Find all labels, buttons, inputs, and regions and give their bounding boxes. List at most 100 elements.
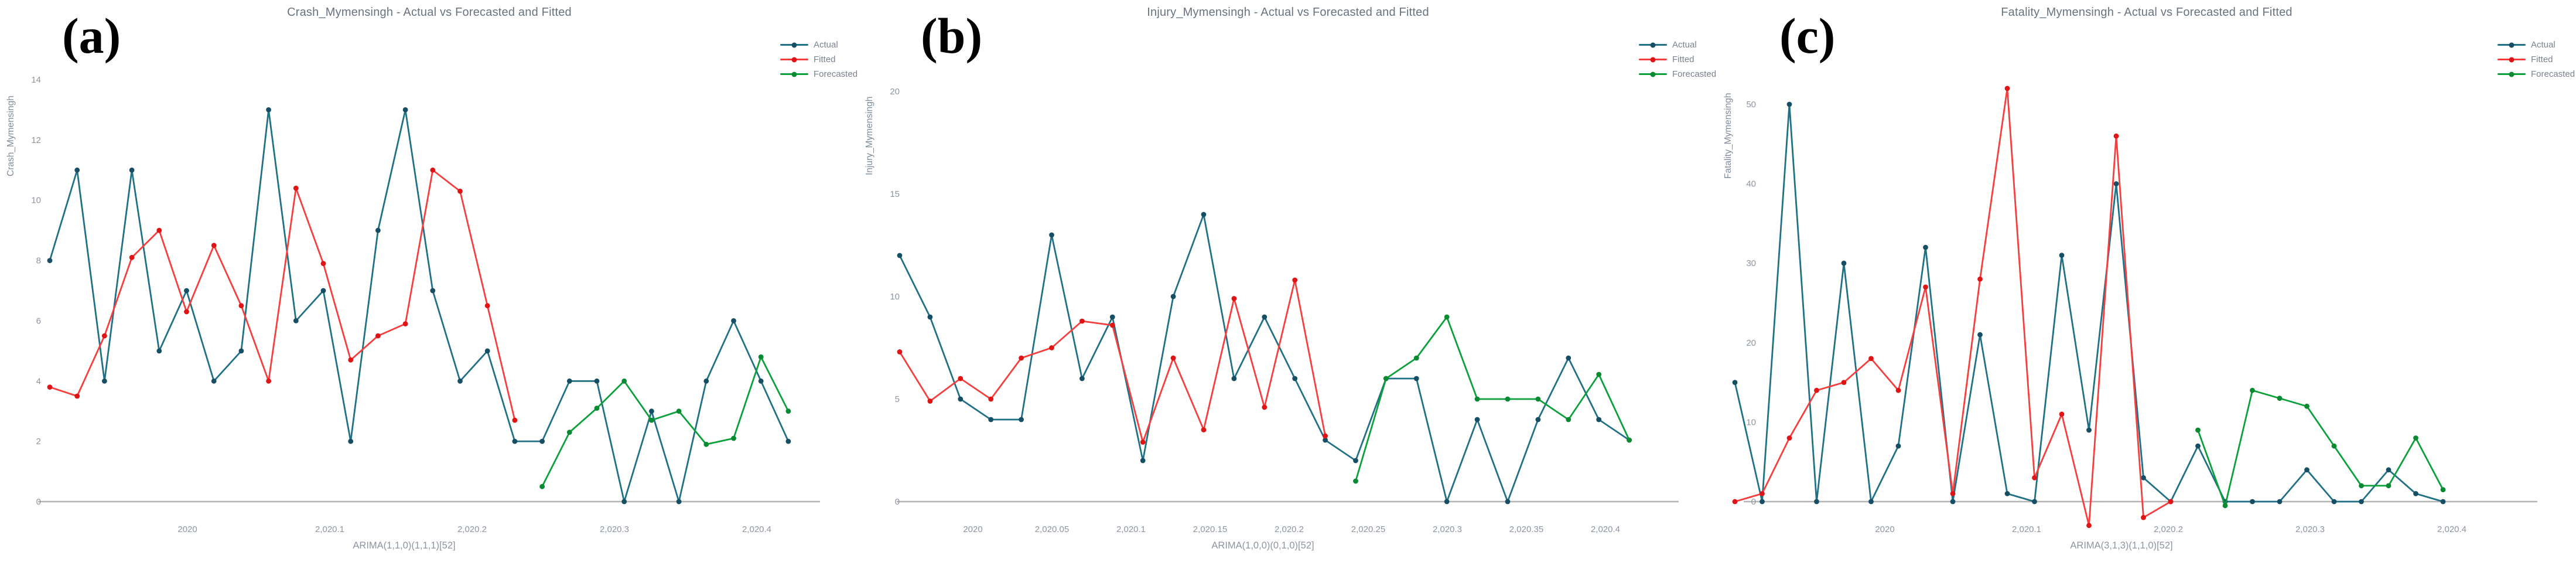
legend-item-actual: Actual (2498, 38, 2575, 52)
actual-data-point (2113, 181, 2119, 186)
fitted-series-line (898, 279, 1326, 443)
actual-data-point (2331, 499, 2337, 505)
actual-data-point (1079, 376, 1085, 381)
y-tick-label: 10 (31, 196, 41, 206)
forecasted-data-point (1474, 396, 1480, 402)
actual-data-point (731, 318, 736, 323)
actual-data-point (348, 438, 354, 444)
forecasted-data-point (2331, 443, 2337, 449)
fitted-data-point (1841, 380, 1847, 385)
fitted-line-swatch-icon (780, 57, 808, 62)
actual-data-point (1596, 417, 1602, 423)
actual-data-point (74, 167, 80, 173)
forecasted-data-point (1596, 372, 1602, 377)
fitted-data-point (320, 261, 326, 267)
forecasted-data-point (2277, 396, 2283, 401)
legend-item-fitted: Fitted (780, 52, 857, 67)
y-tick-label: 0 (895, 497, 900, 507)
actual-data-point (1109, 314, 1115, 320)
line-chart-plot: 0 2 4 6 8 10 12 14 2020 2,020.1 2,020.2 2,020.3 2,02… (31, 75, 820, 534)
actual-data-point (758, 378, 764, 384)
legend-item-forecasted: Forecasted (1639, 67, 1716, 81)
actual-data-point (484, 348, 490, 354)
actual-data-point (184, 288, 189, 294)
chart-panel-injury: Injury_Mymensingh - Actual vs Forecasted… (859, 0, 1717, 569)
actual-data-point (156, 348, 162, 354)
fitted-data-point (2004, 86, 2010, 91)
forecasted-data-point (758, 354, 764, 360)
legend-label: Actual (2531, 40, 2555, 50)
actual-data-point (293, 318, 299, 323)
legend-label: Forecasted (1672, 69, 1717, 79)
forecasted-data-point (649, 417, 654, 423)
fitted-data-point (375, 333, 381, 339)
forecasted-series-line (541, 356, 790, 488)
legend-item-actual: Actual (1639, 38, 1716, 52)
fitted-data-point (402, 321, 408, 326)
line-chart-plot: 0 10 20 30 40 50 2020 2,020.1 2,020.2 2,020.3 2,02… (1732, 86, 2537, 534)
actual-data-point (1535, 417, 1541, 423)
actual-data-point (2386, 467, 2391, 473)
forecasted-data-point (1353, 478, 1358, 484)
forecasted-data-point (1627, 437, 1632, 443)
x-tick-label: 2,020.4 (2437, 524, 2466, 534)
y-tick-label: 0 (1751, 497, 1756, 507)
actual-data-point (211, 378, 217, 384)
y-tick-label: 5 (895, 394, 900, 404)
fitted-data-point (927, 398, 933, 404)
y-tick-label: 4 (36, 376, 41, 386)
actual-data-point (988, 417, 994, 423)
forecasted-data-point (676, 408, 682, 414)
actual-data-point (621, 499, 627, 505)
actual-data-point (2086, 427, 2092, 433)
legend-label: Actual (1672, 40, 1697, 50)
legend-label: Actual (814, 40, 838, 50)
fitted-data-point (1292, 277, 1298, 283)
forecasted-line-swatch-icon (1639, 71, 1667, 77)
actual-data-point (1566, 355, 1571, 361)
fitted-data-point (238, 303, 244, 309)
forecasted-data-point (2440, 487, 2446, 493)
forecasted-data-point (1505, 396, 1511, 402)
legend-label: Forecasted (2531, 69, 2575, 79)
fitted-data-point (266, 378, 271, 384)
actual-data-point (2195, 443, 2201, 449)
y-tick-label: 50 (1746, 100, 1756, 110)
actual-data-point (1977, 332, 1983, 338)
fitted-data-point (958, 376, 964, 381)
actual-data-point (1923, 244, 1928, 250)
chart-panel-crash: Crash_Mymensingh - Actual vs Forecasted … (0, 0, 859, 569)
actual-data-point (1868, 499, 1874, 505)
actual-data-point (1019, 417, 1024, 423)
y-tick-label: 10 (1746, 417, 1756, 427)
forecasted-data-point (2195, 427, 2201, 433)
actual-data-point (539, 438, 545, 444)
chart-legend: Actual Fitted Forecasted (2498, 38, 2575, 81)
fitted-data-point (1079, 318, 1085, 324)
y-tick-label: 12 (31, 135, 41, 145)
legend-item-actual: Actual (780, 38, 857, 52)
y-tick-label: 15 (890, 189, 900, 199)
x-tick-label: 2,020.05 (1035, 524, 1069, 534)
actual-data-point (457, 378, 463, 384)
fitted-series-line (49, 169, 516, 421)
y-tick-label: 10 (890, 292, 900, 302)
legend-label: Fitted (2531, 54, 2553, 64)
actual-line-swatch-icon (1639, 42, 1667, 47)
arima-model-caption: ARIMA(1,0,0)(0,1,0)[52] (1211, 540, 1314, 551)
actual-data-point (1413, 376, 1419, 381)
forecasted-line-swatch-icon (2498, 71, 2526, 77)
forecasted-data-point (703, 441, 709, 447)
fitted-line-swatch-icon (2498, 57, 2526, 62)
x-tick-label: 2,020.25 (1351, 524, 1385, 534)
legend-label: Fitted (814, 54, 836, 64)
fitted-data-point (1977, 276, 1983, 282)
actual-data-point (402, 107, 408, 113)
forecasted-data-point (2304, 403, 2309, 409)
actual-data-point (1262, 314, 1267, 320)
actual-series-line (49, 108, 790, 503)
fitted-data-point (1262, 404, 1267, 410)
fitted-data-point (1140, 439, 1146, 445)
actual-data-point (375, 227, 381, 233)
forecasted-series-line (1355, 316, 1630, 482)
